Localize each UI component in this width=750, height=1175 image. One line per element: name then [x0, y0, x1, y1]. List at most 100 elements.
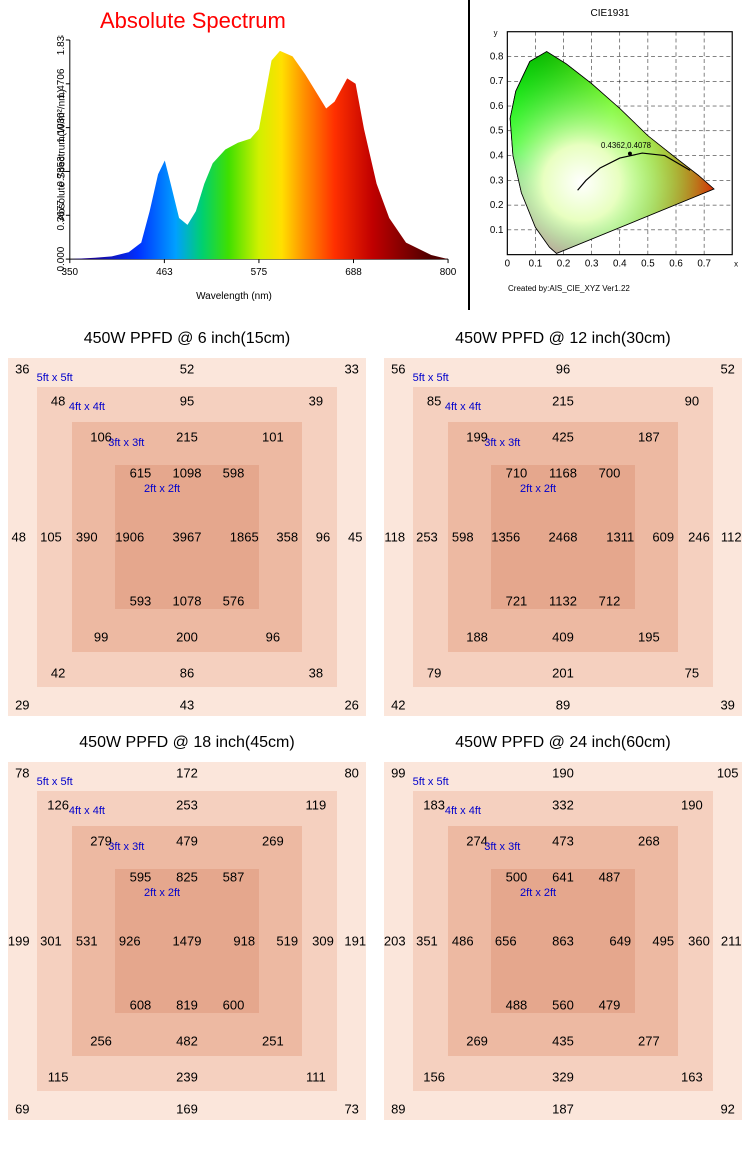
ppfd-value: 36	[15, 361, 29, 376]
ppfd-value: 649	[609, 934, 631, 949]
ppfd-value: 215	[552, 393, 574, 408]
ppfd-value: 45	[348, 530, 362, 545]
ppfd-value: 479	[176, 833, 198, 848]
svg-text:0.3: 0.3	[585, 258, 599, 269]
ppfd-value: 172	[176, 765, 198, 780]
ppfd-ft-label: 5ft x 5ft	[413, 372, 449, 384]
ppfd-value: 112	[721, 530, 742, 545]
ppfd-value: 42	[391, 698, 405, 713]
ppfd-value: 99	[391, 765, 405, 780]
svg-text:0.7: 0.7	[490, 76, 504, 87]
ppfd-value: 600	[223, 998, 245, 1013]
svg-text:1.8383: 1.8383	[56, 35, 67, 55]
svg-text:0.2: 0.2	[490, 200, 504, 211]
ppfd-ft-label: 5ft x 5ft	[37, 776, 73, 788]
svg-text:x: x	[734, 259, 738, 268]
ppfd-ft-label: 2ft x 2ft	[520, 887, 556, 899]
ppfd-value: 825	[176, 869, 198, 884]
ppfd-value: 203	[384, 934, 406, 949]
ppfd-value: 1078	[173, 594, 202, 609]
ppfd-ft-label: 3ft x 3ft	[108, 841, 144, 853]
cie-chart-panel: CIE1931 0.10.20.30.40.50.60.70.10.20.30.…	[470, 0, 750, 310]
ppfd-title: 450W PPFD @ 12 inch(30cm)	[384, 330, 742, 348]
svg-text:0.4362,0.4078: 0.4362,0.4078	[601, 141, 651, 150]
ppfd-value: 39	[309, 393, 323, 408]
ppfd-value: 500	[506, 869, 528, 884]
ppfd-value: 495	[652, 934, 674, 949]
ppfd-value: 1479	[173, 934, 202, 949]
ppfd-value: 105	[40, 530, 62, 545]
ppfd-value: 587	[223, 869, 245, 884]
ppfd-value: 69	[15, 1102, 29, 1117]
svg-text:0.4: 0.4	[490, 150, 504, 161]
ppfd-value: 918	[233, 934, 255, 949]
ppfd-value: 90	[685, 393, 699, 408]
ppfd-title: 450W PPFD @ 6 inch(15cm)	[8, 330, 366, 348]
svg-text:0.1: 0.1	[529, 258, 543, 269]
svg-text:575: 575	[251, 267, 268, 278]
ppfd-value: 712	[599, 594, 621, 609]
ppfd-value: 819	[176, 998, 198, 1013]
ppfd-value: 211	[721, 934, 742, 949]
ppfd-value: 560	[552, 998, 574, 1013]
svg-text:800: 800	[440, 267, 457, 278]
cie-svg: 0.10.20.30.40.50.60.70.10.20.30.40.50.60…	[478, 21, 742, 281]
ppfd-value: 215	[176, 429, 198, 444]
ppfd-map: 7817280199191691697312625311930130911523…	[8, 762, 366, 1120]
ppfd-value: 595	[130, 869, 152, 884]
ppfd-value: 73	[344, 1102, 358, 1117]
ppfd-cell: 450W PPFD @ 12 inch(30cm)569652118112428…	[384, 330, 742, 716]
ppfd-ft-label: 4ft x 4ft	[69, 805, 105, 817]
ppfd-grid: 450W PPFD @ 6 inch(15cm)3652334845294326…	[0, 310, 750, 1140]
ppfd-value: 1906	[115, 530, 144, 545]
ppfd-ft-label: 2ft x 2ft	[144, 887, 180, 899]
ppfd-value: 531	[76, 934, 98, 949]
svg-text:y: y	[494, 29, 498, 38]
ppfd-value: 329	[552, 1070, 574, 1085]
ppfd-value: 38	[309, 666, 323, 681]
ppfd-cell: 450W PPFD @ 18 inch(45cm)781728019919169…	[8, 734, 366, 1120]
ppfd-value: 1311	[606, 530, 634, 545]
ppfd-value: 96	[266, 630, 280, 645]
ppfd-map: 9919010520321189187921833321903513601563…	[384, 762, 742, 1120]
ppfd-value: 576	[223, 594, 245, 609]
ppfd-value: 473	[552, 833, 574, 848]
svg-text:0.7: 0.7	[697, 258, 711, 269]
spectrum-chart-area: 3504635756888000.0000.36770.73531.10301.…	[30, 35, 458, 284]
ppfd-value: 190	[552, 765, 574, 780]
ppfd-value: 256	[90, 1034, 112, 1049]
ppfd-value: 1865	[230, 530, 259, 545]
svg-text:0.000: 0.000	[56, 246, 67, 271]
ppfd-value: 608	[130, 998, 152, 1013]
cie-footer: Created by:AIS_CIE_XYZ Ver1.22	[478, 284, 742, 293]
ppfd-value: 29	[15, 698, 29, 713]
ppfd-value: 92	[720, 1102, 734, 1117]
ppfd-value: 42	[51, 666, 65, 681]
ppfd-ft-label: 3ft x 3ft	[108, 437, 144, 449]
ppfd-value: 269	[466, 1034, 488, 1049]
ppfd-ft-label: 2ft x 2ft	[520, 483, 556, 495]
ppfd-value: 183	[423, 797, 445, 812]
ppfd-value: 721	[506, 594, 528, 609]
svg-text:688: 688	[345, 267, 362, 278]
ppfd-value: 301	[40, 934, 62, 949]
ppfd-value: 195	[638, 630, 660, 645]
ppfd-value: 1168	[549, 465, 577, 480]
ppfd-value: 26	[344, 698, 358, 713]
ppfd-value: 75	[685, 666, 699, 681]
svg-text:0.3: 0.3	[490, 175, 504, 186]
ppfd-value: 253	[416, 530, 438, 545]
ppfd-value: 593	[130, 594, 152, 609]
ppfd-value: 39	[720, 698, 734, 713]
ppfd-value: 1098	[173, 465, 202, 480]
svg-text:0.8: 0.8	[490, 51, 504, 62]
ppfd-value: 105	[717, 765, 739, 780]
top-charts-row: Absolute Spectrum 3504635756888000.0000.…	[0, 0, 750, 310]
ppfd-value: 96	[316, 530, 330, 545]
ppfd-value: 111	[306, 1070, 326, 1085]
ppfd-value: 95	[180, 393, 194, 408]
ppfd-value: 48	[12, 530, 26, 545]
ppfd-value: 201	[552, 666, 574, 681]
ppfd-value: 358	[276, 530, 298, 545]
svg-text:0.2: 0.2	[557, 258, 571, 269]
